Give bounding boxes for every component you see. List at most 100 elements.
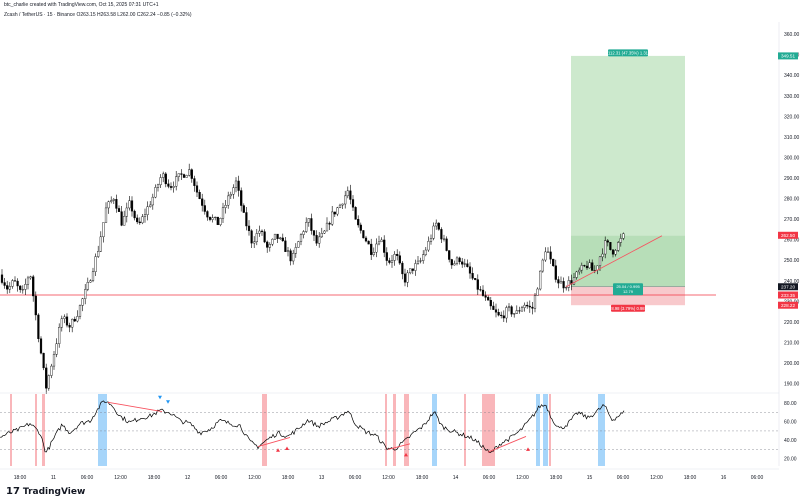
candle-body xyxy=(224,205,227,208)
candle-body xyxy=(3,282,6,286)
price-tag: 262.50 xyxy=(781,233,795,238)
candle-body xyxy=(284,240,287,252)
price-tag: 233.35 xyxy=(781,293,795,298)
candle-body xyxy=(541,259,544,272)
price-tag: 237.20 xyxy=(781,285,795,290)
candle-body xyxy=(182,174,186,178)
candle-body xyxy=(614,250,617,255)
candle-body xyxy=(123,216,126,226)
candle-body xyxy=(578,269,581,273)
candle-body xyxy=(58,327,61,344)
stop-label-bg xyxy=(611,304,645,312)
buy-signal-icon xyxy=(285,446,289,450)
candle-body xyxy=(429,238,433,242)
candle-body xyxy=(180,173,183,175)
symbol-legend[interactable]: Zcash / TetherUS · 15 · Binance O263.15 … xyxy=(4,12,192,18)
candle-body xyxy=(260,230,264,232)
candle-body xyxy=(372,252,375,255)
rsi-highlight-band xyxy=(464,394,466,466)
y-tick-label: 310.00 xyxy=(784,135,800,141)
tradingview-brand[interactable]: 17 TradingView xyxy=(6,486,85,497)
candle-body xyxy=(572,277,576,285)
candle-body xyxy=(393,254,396,261)
candle-body xyxy=(302,231,305,235)
candle-body xyxy=(617,242,620,251)
candle-body xyxy=(492,305,495,310)
candle-body xyxy=(289,250,292,262)
candle-body xyxy=(364,237,368,242)
candle-body xyxy=(156,184,160,188)
candle-body xyxy=(211,217,214,220)
rsi-highlight-band xyxy=(404,394,409,466)
candle-body xyxy=(328,222,331,225)
candle-body xyxy=(45,367,48,389)
candle-body xyxy=(6,285,9,290)
candle-body xyxy=(63,316,66,319)
price-tag: 228.22 xyxy=(781,303,795,308)
candle-body xyxy=(294,247,297,254)
x-tick-label: 06:00 xyxy=(215,475,228,481)
candle-body xyxy=(458,257,461,263)
price-tag-bg xyxy=(778,52,798,60)
candle-body xyxy=(518,310,521,312)
x-tick-label: 18:00 xyxy=(148,475,161,481)
candle-body xyxy=(164,173,167,185)
candle-body xyxy=(370,243,373,255)
y-tick-label: 330.00 xyxy=(784,94,800,100)
candle-body xyxy=(94,256,97,272)
candle-body xyxy=(544,251,547,261)
candle-body xyxy=(453,263,456,266)
candle-body xyxy=(19,285,22,290)
candle-body xyxy=(52,354,56,367)
x-tick-label: 12 xyxy=(185,475,191,481)
candle-body xyxy=(383,239,386,253)
candle-body xyxy=(619,238,622,243)
candle-body xyxy=(234,180,238,188)
candle-body xyxy=(297,241,300,248)
candle-body xyxy=(359,224,362,231)
candle-body xyxy=(227,195,230,206)
candle-body xyxy=(247,225,251,231)
candle-body xyxy=(177,173,180,177)
candle-body xyxy=(505,307,508,319)
candle-body xyxy=(388,260,391,263)
candle-body xyxy=(195,185,199,193)
candle-body xyxy=(188,169,191,176)
candle-body xyxy=(442,238,446,240)
candle-body xyxy=(203,205,206,212)
candle-body xyxy=(34,295,37,316)
candle-body xyxy=(523,304,526,308)
candle-body xyxy=(307,218,310,223)
candle-body xyxy=(437,222,440,230)
candle-body xyxy=(546,251,550,253)
y-tick-label: 360.00 xyxy=(784,32,800,38)
candle-body xyxy=(11,280,14,287)
price-axis: 190.00200.00210.00220.00230.00240.00250.… xyxy=(778,22,800,466)
candle-body xyxy=(481,289,485,296)
candle-body xyxy=(185,175,188,178)
candle-body xyxy=(450,259,453,266)
candle-body xyxy=(102,222,105,238)
candle-body xyxy=(554,265,557,280)
y-tick-label: 240.00 xyxy=(784,279,800,285)
x-tick-label: 06:00 xyxy=(617,475,630,481)
candle-body xyxy=(463,263,466,265)
price-tag-bg xyxy=(778,283,798,291)
candle-body xyxy=(91,271,95,281)
price-tag-bg xyxy=(778,301,798,309)
candle-body xyxy=(305,222,308,232)
rsi-highlight-band xyxy=(549,394,551,466)
candles xyxy=(0,163,625,394)
candle-body xyxy=(159,177,162,186)
candle-body xyxy=(55,343,58,355)
buy-signal-icon xyxy=(276,448,280,452)
candle-body xyxy=(221,207,225,219)
sell-signal-icon xyxy=(158,395,162,400)
rsi-highlight-band xyxy=(10,394,12,466)
candle-body xyxy=(325,222,329,232)
chart-credit: btc_charlie created with TradingView.com… xyxy=(4,2,159,8)
candle-body xyxy=(401,262,404,275)
candle-body xyxy=(338,204,342,208)
candle-body xyxy=(419,260,422,262)
